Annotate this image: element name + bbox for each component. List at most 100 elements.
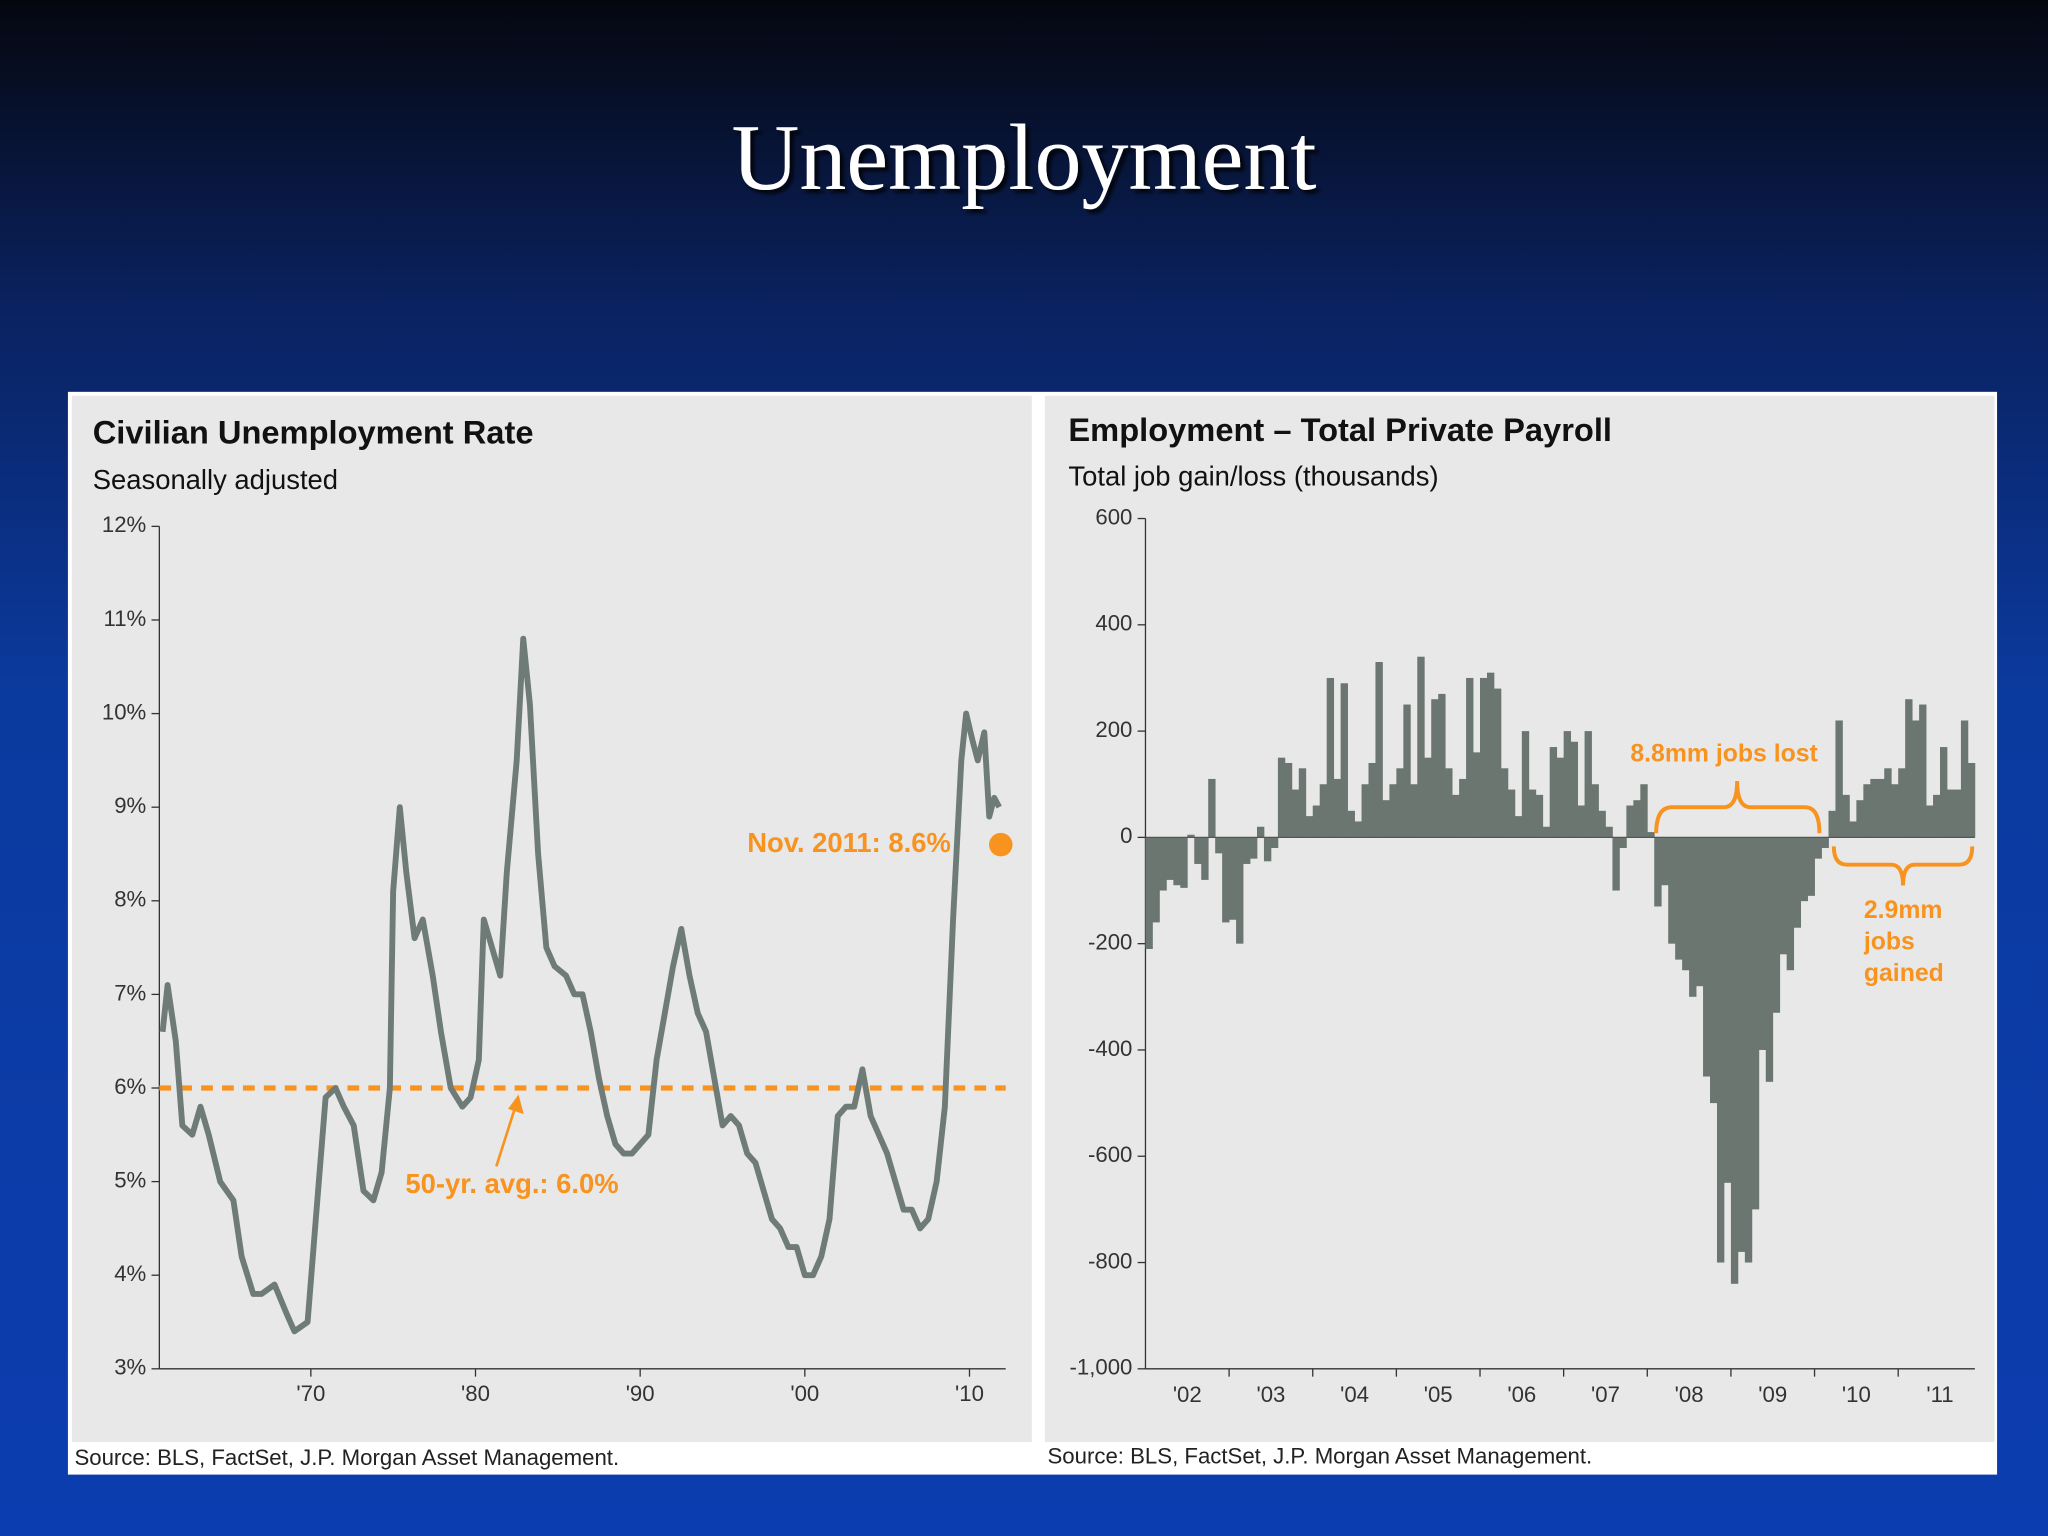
bar [1333,778,1342,838]
y-tick-label: 11% [104,606,147,631]
bar [1633,800,1641,838]
x-tick-label: '06 [1507,1382,1536,1407]
y-tick-label: 400 [1095,611,1132,636]
x-tick-label: '11 [1926,1382,1953,1407]
bar [1354,821,1362,838]
bar [1215,837,1223,854]
bar [1765,837,1774,1082]
y-tick-label: 600 [1095,504,1132,529]
bar [1933,794,1941,838]
bar [1744,837,1753,1263]
bar [1793,837,1802,928]
bar [1723,837,1732,1183]
line [159,635,1002,1335]
bar [1807,837,1815,896]
bar [1180,837,1188,888]
y-tick-label: 10% [102,699,146,724]
bar [1194,837,1202,864]
bar [1375,662,1383,838]
bar [1953,789,1962,838]
right-chart: -1,000 -800 -600 -400 -200 0 200 400 600 '02 '03 '0… [1069,504,1976,1407]
bar [1368,762,1376,838]
bar [1417,656,1425,838]
annotation-arrow [495,1104,518,1167]
bar [1940,747,1948,838]
left-panel [71,395,1032,1442]
bar [1710,837,1718,1104]
bar [1438,693,1446,838]
bar [1298,768,1307,838]
bar [1570,741,1578,838]
bar [1696,837,1704,987]
bar [1424,757,1432,838]
bar [1445,768,1453,838]
source: Source: BLS, FactSet, J.P. Morgan Asset … [74,1445,619,1470]
bar [1263,837,1272,862]
chart-subtitle: Total job gain/loss (thousands) [1068,460,1438,491]
x-tick-label: '04 [1340,1382,1369,1407]
y-tick-label: 4% [114,1261,146,1286]
bar [1675,837,1683,960]
bar [1926,805,1934,838]
bar [1891,784,1899,838]
bar [1361,784,1369,838]
bar [1486,672,1495,838]
bar [1786,837,1795,971]
bar [1730,837,1739,1284]
x-tick-label: '07 [1591,1382,1620,1407]
y-tick-label: -600 [1088,1142,1132,1167]
bar [1277,757,1286,838]
bar [1514,816,1523,838]
y-tick-label: 6% [114,1074,146,1099]
bar [1270,837,1279,849]
bar [1668,837,1676,944]
bar [1466,677,1474,838]
bar [1396,768,1404,838]
x-tick-label: '08 [1675,1382,1704,1407]
bar [1326,677,1335,838]
bar [1912,720,1920,838]
y-tick-label: 3% [114,1355,146,1380]
bar [1208,778,1216,838]
bar [1800,837,1808,902]
y-tick-label: 7% [114,980,146,1005]
bar [1577,805,1585,838]
bar [1779,837,1788,955]
highlight-point [989,832,1013,857]
bar [1898,768,1906,838]
bar [1452,794,1460,838]
chart-title: Employment – Total Private Payroll [1068,411,1612,448]
bar [1222,837,1230,923]
bar [1535,794,1544,838]
bar [1431,699,1439,838]
y-tick-label: 8% [114,887,146,912]
x-tick-label: '02 [1173,1382,1202,1407]
bar [1291,789,1300,838]
bar [1542,826,1551,838]
bar [1166,837,1174,880]
annotation: 2.9mm jobs gained [1863,897,1944,988]
annotation: 8.8mm jobs lost [1630,740,1817,767]
bar [1716,837,1725,1263]
x-tick-label: '10 [1842,1382,1871,1407]
x-tick-label: '10 [955,1381,984,1406]
bar [1598,810,1606,838]
bar [1459,778,1467,838]
bar [1661,837,1669,886]
bar [1319,784,1328,838]
bar [1682,837,1690,971]
bar [1605,826,1613,838]
y-tick-label: -200 [1088,930,1132,955]
bar [1284,762,1293,838]
bar [1821,837,1829,849]
bar [1305,816,1314,838]
bar [1229,837,1237,920]
chart-title: Civilian Unemployment Rate [93,414,534,451]
bar [1703,837,1711,1077]
bar [1919,704,1927,838]
bar [1312,805,1321,838]
bar [1493,688,1502,838]
bar [1960,720,1969,838]
bar [1159,837,1167,891]
